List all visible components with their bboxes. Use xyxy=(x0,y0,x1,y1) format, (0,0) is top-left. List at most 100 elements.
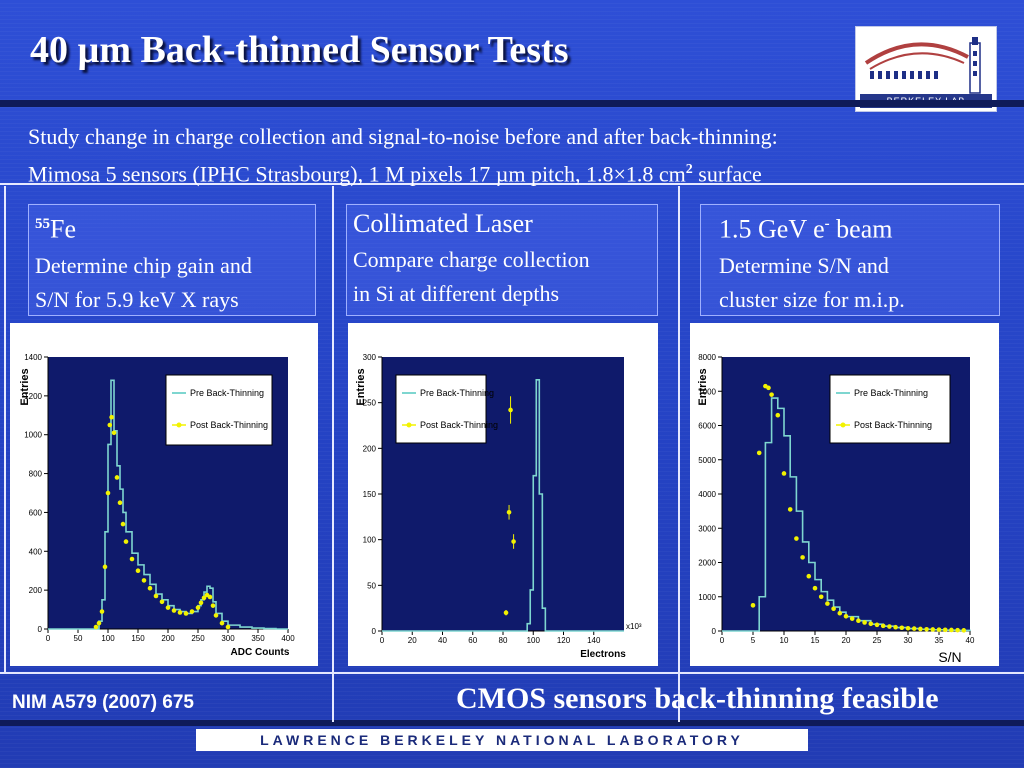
x-multiplier: x10³ xyxy=(626,622,642,631)
data-point-post-back-thinning xyxy=(818,594,824,600)
data-point-post-back-thinning xyxy=(105,490,111,496)
column-divider xyxy=(678,186,680,722)
data-point-post-back-thinning xyxy=(123,539,129,544)
x-tick-label: 300 xyxy=(221,634,235,643)
panel-line-1: Determine chip gain and xyxy=(35,252,252,278)
y-tick-label: 2000 xyxy=(698,559,716,568)
panel-line-2: cluster size for m.i.p. xyxy=(719,286,905,312)
y-tick-label: 7000 xyxy=(698,387,716,396)
y-axis-label: Entries xyxy=(355,368,367,405)
x-tick-label: 100 xyxy=(101,634,115,643)
x-tick-label: 30 xyxy=(904,636,913,645)
x-tick-label: 15 xyxy=(811,636,820,645)
data-point-post-back-thinning xyxy=(207,594,213,600)
legend-label-pre: Pre Back-Thinning xyxy=(190,388,264,398)
intro-divider xyxy=(0,183,1024,185)
data-point-post-back-thinning xyxy=(887,624,892,629)
data-point-post-back-thinning xyxy=(93,624,99,630)
legend-marker-post xyxy=(406,422,412,428)
data-point-post-back-thinning xyxy=(812,585,818,591)
conclusion-text: CMOS sensors back-thinning feasible xyxy=(456,682,939,715)
data-point-post-back-thinning xyxy=(756,450,762,456)
x-tick-label: 200 xyxy=(161,634,175,643)
data-point-post-back-thinning xyxy=(114,475,120,480)
panel-beam: 1.5 GeV e- beam Determine S/N and cluste… xyxy=(700,204,1000,316)
data-point-post-back-thinning xyxy=(961,628,967,633)
legend-label-pre: Pre Back-Thinning xyxy=(420,388,494,398)
data-point-post-back-thinning xyxy=(918,626,923,632)
panel-fe55: 55Fe Determine chip gain and S/N for 5.9… xyxy=(28,204,316,316)
intro-line-2-text: Mimosa 5 sensors (IPHC Strasbourg), 1 M … xyxy=(28,161,686,187)
data-point-post-back-thinning xyxy=(198,600,204,606)
legend-label-post: Post Back-Thinning xyxy=(854,420,932,430)
data-point-post-back-thinning xyxy=(177,610,183,615)
data-point-post-back-thinning xyxy=(806,573,812,579)
data-point-post-back-thinning xyxy=(949,627,954,633)
data-point-post-back-thinning xyxy=(856,618,861,624)
data-point-post-back-thinning xyxy=(506,509,512,515)
data-point-post-back-thinning xyxy=(868,621,874,627)
panel-heading-text: Fe xyxy=(50,214,76,244)
data-point-post-back-thinning xyxy=(111,430,117,436)
panel-line-2: S/N for 5.9 keV X rays xyxy=(35,286,239,312)
chart-fe55: 0 50 100 150 200 250 300 350 400 0 200 400 600 800 100… xyxy=(10,323,318,666)
page-title: 40 µm Back-thinned Sensor Tests xyxy=(30,29,569,71)
x-tick-label: 250 xyxy=(191,634,205,643)
data-point-post-back-thinning xyxy=(120,521,126,527)
data-point-post-back-thinning xyxy=(511,539,516,544)
y-tick-label: 400 xyxy=(29,547,43,556)
y-tick-label: 200 xyxy=(29,586,43,595)
x-tick-label: 80 xyxy=(499,636,508,645)
legend-label-post: Post Back-Thinning xyxy=(420,420,498,430)
x-tick-label: 35 xyxy=(935,636,944,645)
data-point-post-back-thinning xyxy=(153,593,159,599)
y-axis-label: Entries xyxy=(19,368,31,405)
panel-heading-end: beam xyxy=(829,214,893,244)
y-tick-label: 4000 xyxy=(698,490,716,499)
y-axis-label: Entries xyxy=(697,368,709,405)
y-tick-label: 1000 xyxy=(24,431,42,440)
series-line-pre-back-thinning xyxy=(382,379,624,632)
data-point-post-back-thinning xyxy=(769,392,774,397)
data-point-post-back-thinning xyxy=(831,606,836,612)
panel-line-1: Compare charge collection xyxy=(353,247,590,272)
panel-heading: 1.5 GeV e- beam xyxy=(719,205,999,249)
data-point-post-back-thinning xyxy=(213,613,219,618)
y-tick-label: 5000 xyxy=(698,456,716,465)
data-point-post-back-thinning xyxy=(837,610,843,616)
title-divider xyxy=(0,100,1024,107)
data-point-post-back-thinning xyxy=(893,624,898,630)
y-tick-label: 100 xyxy=(363,536,377,545)
x-tick-label: 40 xyxy=(438,636,447,645)
intro-text: Study change in charge collection and si… xyxy=(28,120,1008,190)
data-point-post-back-thinning xyxy=(201,595,207,601)
legend-label-post: Post Back-Thinning xyxy=(190,420,268,430)
chart-laser-svg: 0 20 40 60 80 100 120 140 0 50 100 150 200 250 300 x10³… xyxy=(355,353,642,660)
data-point-post-back-thinning xyxy=(189,609,195,614)
panel-laser: Collimated Laser Compare charge collecti… xyxy=(346,204,658,316)
chart-laser: 0 20 40 60 80 100 120 140 0 50 100 150 200 250 300 x10³… xyxy=(348,323,658,666)
x-tick-label: 400 xyxy=(281,634,295,643)
data-point-post-back-thinning xyxy=(508,407,513,413)
intro-line-2-end: surface xyxy=(692,161,762,187)
footer-banner: LAWRENCE BERKELEY NATIONAL LABORATORY xyxy=(196,729,808,751)
data-point-post-back-thinning xyxy=(117,500,123,506)
data-point-post-back-thinning xyxy=(862,620,867,625)
y-tick-label: 300 xyxy=(363,353,377,362)
x-tick-label: 0 xyxy=(380,636,385,645)
data-point-post-back-thinning xyxy=(141,578,147,583)
data-point-post-back-thinning xyxy=(165,605,171,610)
legend-marker-post xyxy=(840,422,846,428)
x-tick-label: 20 xyxy=(408,636,417,645)
x-tick-label: 60 xyxy=(468,636,477,645)
legend-box xyxy=(829,374,951,444)
y-tick-label: 8000 xyxy=(698,353,716,362)
data-point-post-back-thinning xyxy=(849,616,855,621)
data-point-post-back-thinning xyxy=(503,610,509,616)
data-point-post-back-thinning xyxy=(109,414,114,420)
data-point-post-back-thinning xyxy=(766,385,771,391)
x-tick-label: 20 xyxy=(842,636,851,645)
data-point-post-back-thinning xyxy=(129,556,135,562)
isotope-mass: 55 xyxy=(35,216,50,232)
data-point-post-back-thinning xyxy=(210,603,216,608)
